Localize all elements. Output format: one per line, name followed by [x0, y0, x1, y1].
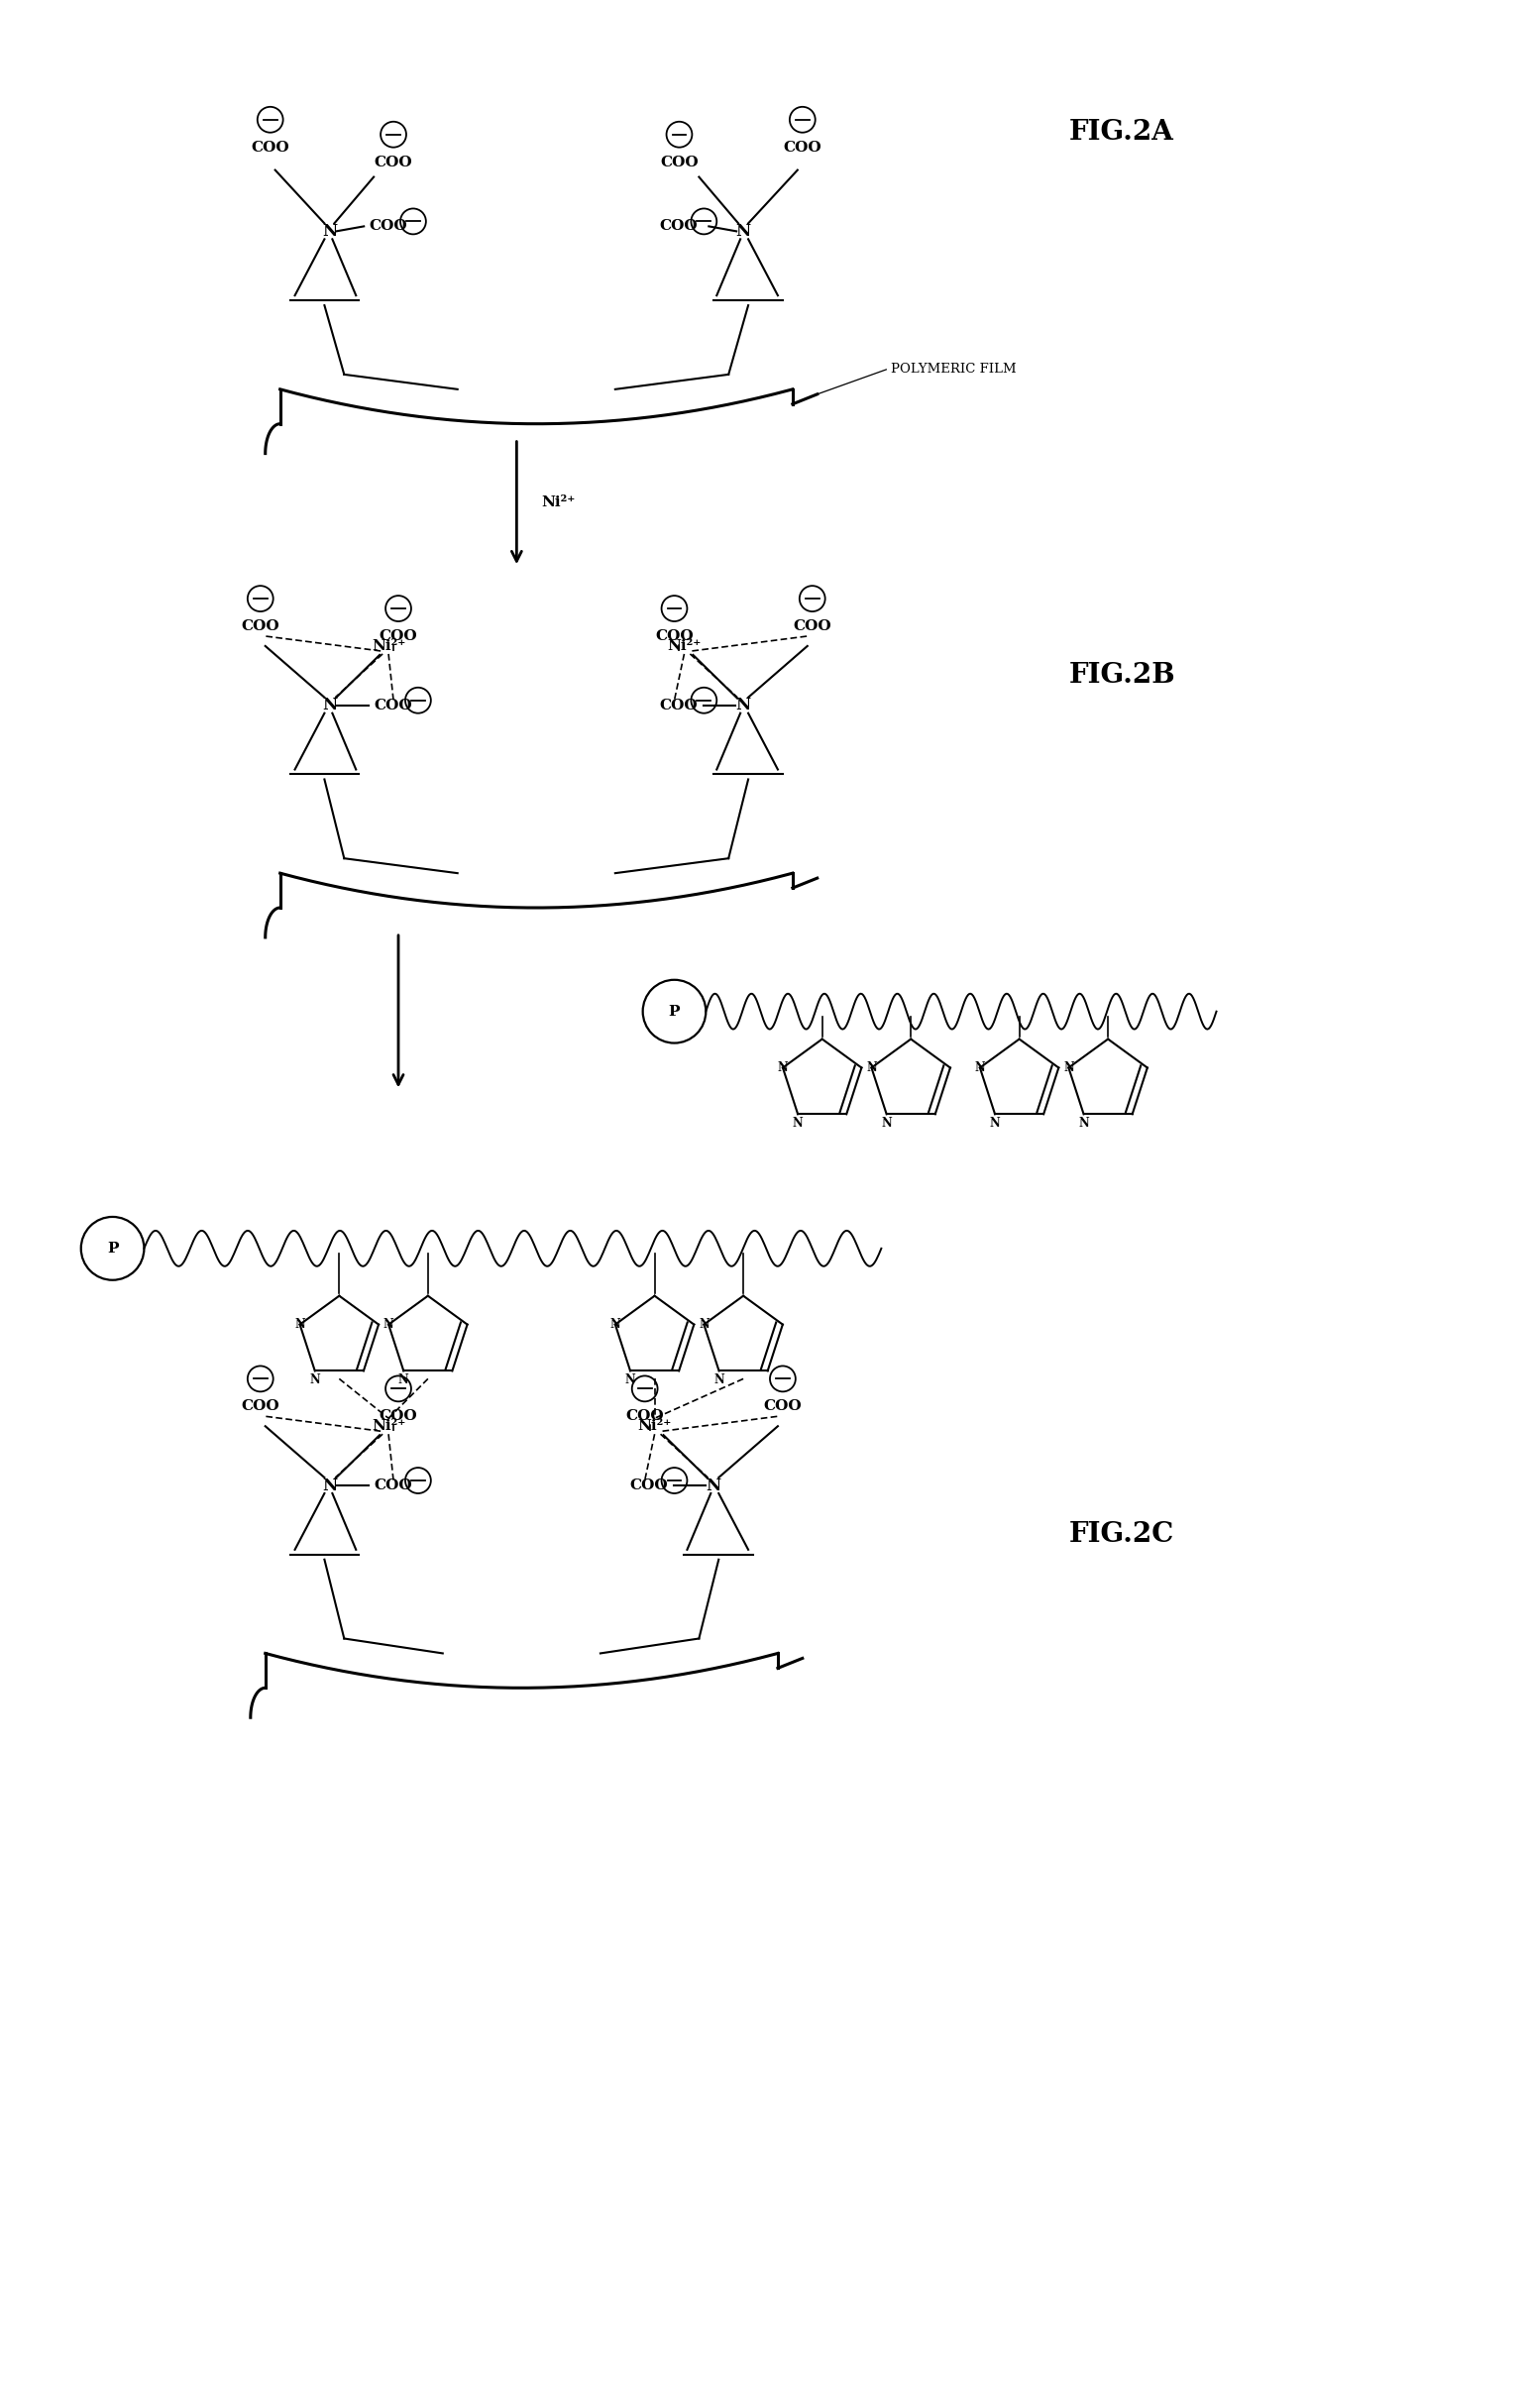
Text: N: N: [793, 1117, 803, 1129]
Text: COO: COO: [375, 154, 413, 169]
Text: N: N: [713, 1375, 724, 1387]
Text: N: N: [736, 224, 751, 241]
Text: FIG.2C: FIG.2C: [1068, 1522, 1174, 1548]
Text: COO: COO: [379, 1409, 418, 1423]
Text: N: N: [777, 1062, 788, 1074]
Text: N: N: [866, 1062, 877, 1074]
Text: COO: COO: [242, 1399, 280, 1413]
Text: FIG.2B: FIG.2B: [1068, 662, 1175, 689]
Text: COO: COO: [783, 140, 822, 154]
Text: COO: COO: [379, 628, 418, 643]
Text: N: N: [610, 1317, 621, 1332]
Text: N: N: [382, 1317, 393, 1332]
Text: N: N: [321, 1476, 337, 1493]
Text: N: N: [707, 1476, 721, 1493]
Text: COO: COO: [793, 619, 831, 633]
Text: P: P: [107, 1243, 118, 1255]
Text: Ni²⁺: Ni²⁺: [638, 1418, 672, 1433]
Text: N: N: [1079, 1117, 1089, 1129]
Text: N: N: [295, 1317, 304, 1332]
Text: COO: COO: [373, 698, 412, 713]
Text: COO: COO: [659, 698, 698, 713]
Text: Ni²⁺: Ni²⁺: [667, 638, 701, 653]
Text: COO: COO: [630, 1479, 669, 1493]
Text: N: N: [321, 696, 337, 713]
Text: N: N: [975, 1062, 985, 1074]
Text: COO: COO: [763, 1399, 802, 1413]
Text: Ni²⁺: Ni²⁺: [372, 638, 405, 653]
Text: COO: COO: [251, 140, 289, 154]
Text: P: P: [669, 1004, 679, 1019]
Text: COO: COO: [369, 219, 407, 234]
Text: COO: COO: [659, 154, 698, 169]
Text: N: N: [398, 1375, 409, 1387]
Text: COO: COO: [626, 1409, 664, 1423]
Text: N: N: [736, 696, 751, 713]
Text: N: N: [624, 1375, 635, 1387]
Text: COO: COO: [659, 219, 698, 234]
Text: N: N: [321, 224, 337, 241]
Text: COO: COO: [242, 619, 280, 633]
Text: FIG.2A: FIG.2A: [1068, 118, 1174, 147]
Text: POLYMERIC FILM: POLYMERIC FILM: [890, 364, 1016, 376]
Text: Ni²⁺: Ni²⁺: [372, 1418, 405, 1433]
Text: N: N: [990, 1117, 1001, 1129]
Text: Ni²⁺: Ni²⁺: [542, 496, 575, 510]
Text: N: N: [699, 1317, 710, 1332]
Text: N: N: [1063, 1062, 1074, 1074]
Text: COO: COO: [373, 1479, 412, 1493]
Text: N: N: [881, 1117, 892, 1129]
Text: N: N: [309, 1375, 320, 1387]
Text: COO: COO: [655, 628, 693, 643]
